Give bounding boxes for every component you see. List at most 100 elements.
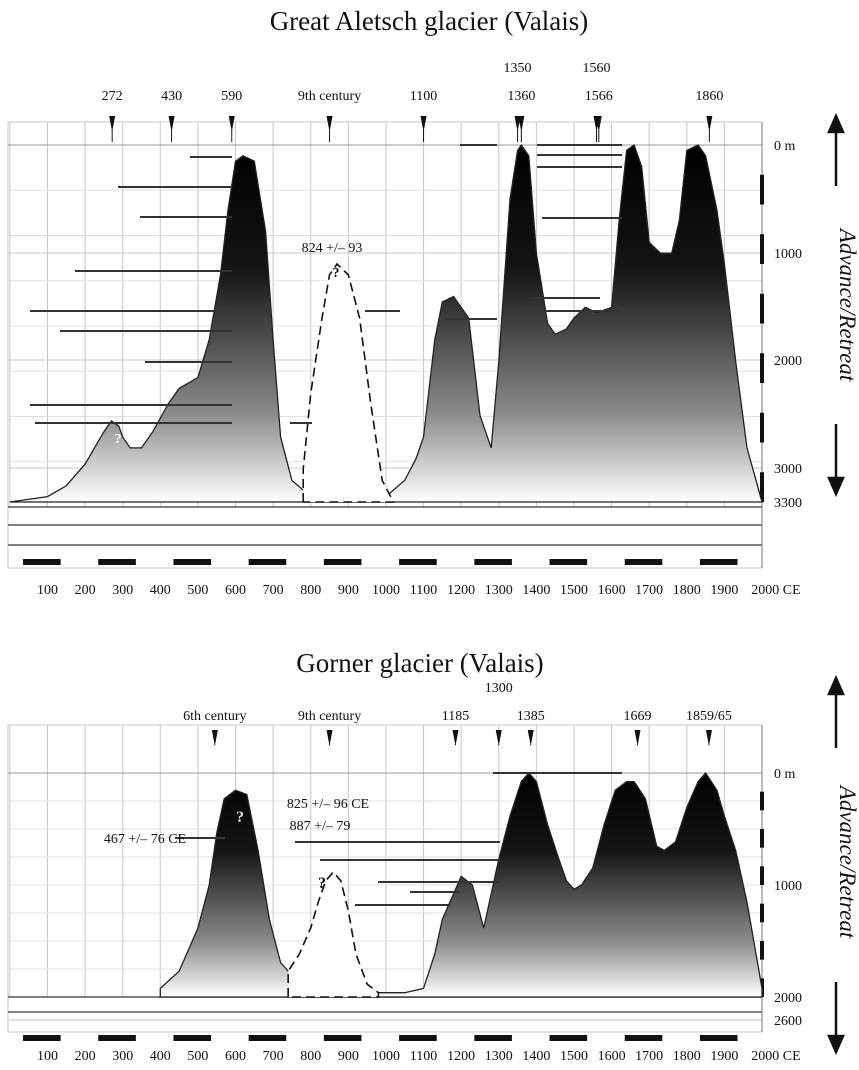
marker-arrow (109, 116, 116, 132)
marker-arrow (706, 116, 713, 132)
right-axis-tick (760, 412, 764, 443)
x-tick-label: 1000 (372, 583, 400, 598)
marker-arrow (595, 116, 602, 132)
x-tick-label: 1400 (522, 583, 550, 598)
marker-label: 430 (161, 89, 182, 104)
x-tick-label: 1700 (635, 583, 663, 598)
century-bar (248, 559, 287, 565)
marker-arrow (495, 730, 502, 746)
marker-label: 272 (102, 89, 123, 104)
x-tick-labels-aletsch: 100 200 300 400 500 600 700 800 900 1000 1100 1200 1… (37, 583, 801, 598)
x-tick-label: 900 (338, 1049, 359, 1064)
century-bar (474, 1035, 512, 1041)
right-axis-tick (760, 829, 764, 848)
marker-label: 1566 (585, 89, 613, 104)
annotation-825: 825 +/– 96 CE (287, 797, 369, 812)
glacier-extent-area (159, 771, 763, 998)
side-advance: Advance (835, 227, 859, 308)
side-label-aletsch: Advance/Retreat (835, 227, 859, 382)
x-tick-label: 800 (300, 1049, 321, 1064)
horizontal-bars-gorner (175, 772, 622, 906)
side-arrows-aletsch (827, 112, 845, 498)
side-retreat: Retreat (835, 313, 859, 381)
svg-text:Advance/Retreat: Advance/Retreat (835, 227, 859, 382)
annotation-q-290: ? (115, 432, 122, 447)
y-tick-label: 1000 (774, 879, 802, 894)
y-tick-label: 2000 (774, 354, 802, 369)
x-tick-label: 1300 (485, 1049, 513, 1064)
x-tick-label: 1900 (710, 583, 738, 598)
marker-arrow (514, 116, 521, 132)
x-tick-label: 1100 (410, 1049, 437, 1064)
y-tick-label: 3000 (774, 462, 802, 477)
century-bar (23, 559, 61, 565)
right-axis-tick (760, 293, 764, 324)
y-tick-label: 0 m (774, 767, 796, 782)
y-tick-label: 1000 (774, 247, 802, 262)
right-axis-tick (760, 353, 764, 383)
century-bar (98, 559, 136, 565)
marker-label: 1669 (624, 709, 652, 724)
panel-aletsch: Great Aletsch glacier (Valais) 272 430 590… (7, 6, 859, 598)
century-bar (173, 1035, 212, 1041)
right-axis-tick (760, 941, 764, 960)
marker-arrow (168, 116, 175, 132)
side-retreat: Retreat (835, 870, 859, 938)
marker-label: 1185 (442, 709, 469, 724)
y-tick-labels-aletsch: 0 m 1000 2000 3000 3300 (774, 139, 802, 511)
marker-arrow (452, 730, 459, 746)
annotation-q-824: ? (333, 266, 340, 281)
marker-arrow (518, 116, 525, 132)
x-tick-label: 400 (150, 1049, 171, 1064)
x-tick-label: 1700 (635, 1049, 663, 1064)
marker-label: 590 (221, 89, 242, 104)
century-bar (699, 559, 738, 565)
x-tick-label: 100 (37, 1049, 58, 1064)
x-tick-label: 200 (75, 1049, 96, 1064)
marker-arrow (634, 730, 641, 746)
marker-label: 1385 (517, 709, 545, 724)
y-tick-label: 3300 (774, 496, 802, 511)
century-bar (173, 559, 212, 565)
x-tick-label: 300 (112, 583, 133, 598)
marker-label: 1860 (695, 89, 723, 104)
x-tick-label: 1600 (598, 1049, 626, 1064)
x-tick-label: 1500 (560, 1049, 588, 1064)
chart-title-gorner: Gorner glacier (Valais) (296, 648, 543, 678)
y-tick-label: 2600 (774, 1014, 802, 1029)
x-tick-label: 1800 (673, 1049, 701, 1064)
right-axis-tick (760, 866, 764, 885)
century-bar (474, 559, 512, 565)
century-bar (549, 559, 588, 565)
x-tick-label: 500 (187, 583, 208, 598)
marker-arrow (211, 730, 218, 746)
annotation-467: 467 +/– 76 CE (104, 832, 186, 847)
marker-label: 1300 (485, 681, 513, 696)
marker-label: 9th century (298, 89, 361, 104)
right-axis-tick (760, 234, 764, 264)
x-tick-label: 2000 CE (751, 1049, 800, 1064)
century-bar (699, 1035, 738, 1041)
right-axis-tick (760, 903, 764, 923)
right-axis-tick (760, 472, 764, 502)
horizontal-bars-aletsch (30, 144, 622, 424)
x-tick-labels-gorner: 100 200 300 400 500 600 700 800 900 1000 1100 1200 1… (37, 1049, 801, 1064)
annotation-q-600b: ? (236, 809, 244, 826)
chart-title-aletsch: Great Aletsch glacier (Valais) (270, 6, 589, 36)
side-sep: / (835, 306, 859, 317)
marker-label: 1859/65 (686, 709, 732, 724)
x-tick-label: 100 (37, 583, 58, 598)
marker-arrow (326, 116, 333, 132)
annotation-q-600a: ? (236, 754, 244, 771)
x-tick-label: 600 (225, 1049, 246, 1064)
marker-arrow (705, 730, 712, 746)
annotation-824: 824 +/– 93 (302, 241, 363, 256)
marker-label: 1560 (583, 61, 611, 76)
marker-arrow (228, 116, 235, 132)
marker-label: 1100 (410, 89, 437, 104)
marker-arrow (527, 730, 534, 746)
marker-label: 1350 (504, 61, 532, 76)
x-tick-label: 2000 CE (751, 583, 800, 598)
x-tick-label: 200 (75, 583, 96, 598)
side-label-gorner: Advance/Retreat (835, 784, 859, 939)
